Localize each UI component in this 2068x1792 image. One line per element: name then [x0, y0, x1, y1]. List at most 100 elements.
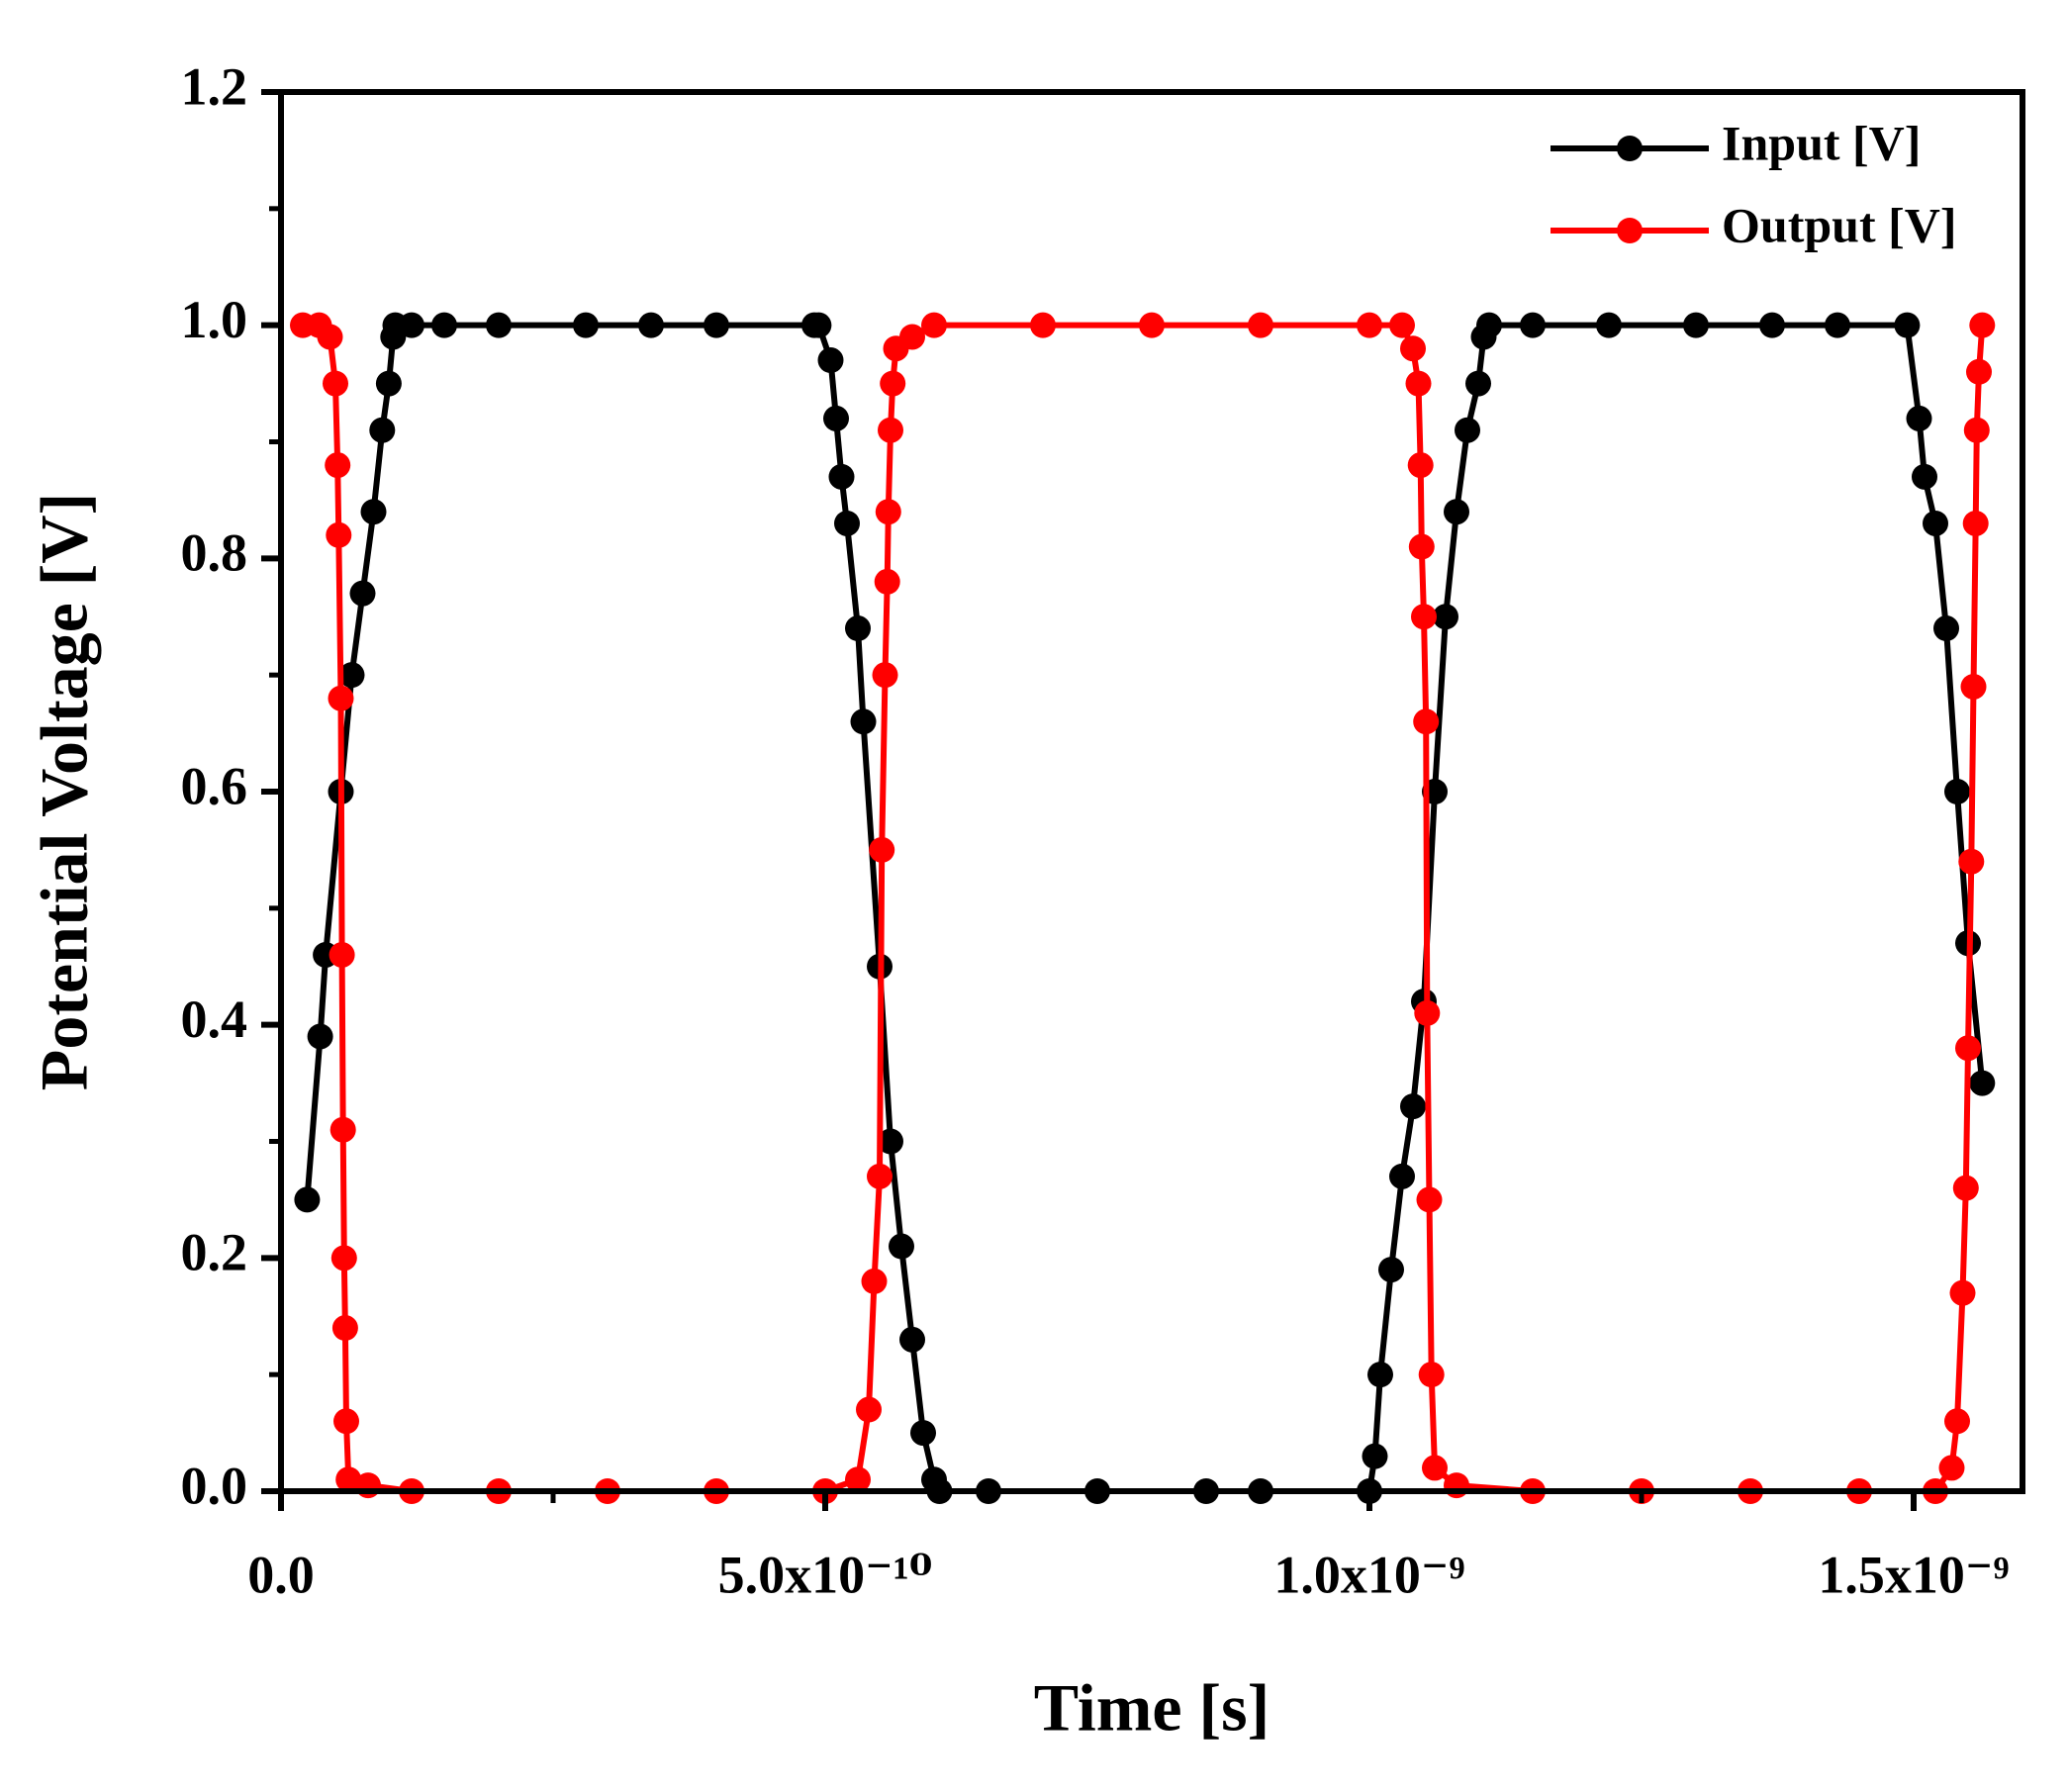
data-point [1433, 604, 1458, 630]
y-tick-label: 1.0 [181, 290, 248, 349]
data-point [1405, 370, 1432, 397]
legend-marker [1617, 136, 1643, 161]
data-point [1962, 510, 1989, 536]
data-point [1465, 370, 1491, 397]
data-point [889, 1233, 914, 1260]
legend-label: Input [V] [1722, 115, 1921, 170]
data-point [323, 370, 348, 397]
data-point [805, 312, 832, 338]
legend-label: Output [V] [1722, 197, 1957, 252]
data-point [1367, 1362, 1393, 1388]
data-point [1455, 417, 1480, 443]
data-point [856, 1396, 882, 1423]
data-point [874, 568, 900, 595]
x-tick-label: 1.0x10⁻⁹ [1273, 1545, 1464, 1604]
data-point [1422, 1455, 1448, 1481]
data-point [399, 312, 424, 338]
data-point [878, 417, 903, 443]
data-point [817, 347, 844, 374]
y-tick-label: 0.4 [181, 990, 248, 1049]
data-point [325, 452, 351, 479]
x-axis-label: Time [s] [1034, 1670, 1270, 1745]
data-point [845, 1466, 871, 1493]
data-point [431, 312, 457, 338]
data-point [1416, 1186, 1443, 1213]
data-point [910, 1420, 936, 1447]
data-point [326, 521, 352, 548]
data-point [872, 662, 898, 689]
data-point [638, 312, 664, 338]
data-point [1407, 452, 1434, 479]
data-point [1400, 1093, 1426, 1120]
data-point [1683, 312, 1709, 338]
series-line [304, 322, 1986, 1494]
data-point [1969, 1070, 1996, 1096]
data-point [1894, 312, 1921, 338]
data-point [331, 1315, 358, 1342]
data-point [355, 1472, 381, 1499]
data-point [1825, 312, 1850, 338]
y-tick-label: 0.0 [181, 1456, 248, 1515]
data-point [1411, 604, 1437, 630]
y-tick-label: 0.6 [181, 756, 248, 815]
data-point [1414, 999, 1441, 1026]
data-point [338, 662, 365, 689]
data-point [317, 324, 343, 350]
data-point [1912, 463, 1937, 490]
data-point [1933, 615, 1959, 642]
data-point [1400, 335, 1426, 362]
data-point [1958, 848, 1985, 875]
data-point [834, 510, 860, 536]
data-point [1357, 312, 1382, 338]
data-point [850, 708, 877, 735]
data-point [1418, 1362, 1445, 1388]
data-point [1952, 1175, 1979, 1201]
data-point [329, 1116, 356, 1143]
data-point [1938, 1455, 1965, 1481]
data-point [1408, 533, 1435, 560]
data-point [335, 1466, 362, 1493]
data-point [1955, 1035, 1981, 1062]
data-point [875, 499, 901, 525]
data-point [1923, 510, 1948, 536]
data-point [1963, 417, 1990, 443]
data-point [330, 1245, 357, 1272]
data-point [1944, 1408, 1970, 1435]
data-point [899, 324, 925, 350]
data-point [486, 312, 512, 338]
data-point [329, 941, 355, 968]
x-tick-label: 0.0 [247, 1545, 315, 1604]
y-tick-label: 0.2 [181, 1223, 248, 1282]
data-point [1906, 405, 1932, 431]
data-point [880, 370, 906, 397]
data-point [1960, 673, 1987, 700]
data-point [307, 1023, 333, 1050]
y-axis-label: Potential Voltage [V] [27, 493, 102, 1090]
data-point [375, 370, 402, 397]
data-point [1389, 1163, 1415, 1189]
y-tick-label: 1.2 [181, 56, 248, 116]
data-point [867, 1163, 893, 1189]
data-point [861, 1268, 888, 1294]
data-point [333, 1408, 359, 1435]
data-point [1389, 312, 1415, 338]
data-point [328, 685, 354, 711]
data-point [823, 405, 849, 431]
data-point [360, 499, 387, 525]
data-point [899, 1326, 925, 1353]
data-point [573, 312, 599, 338]
data-point [1966, 358, 1992, 385]
data-point [1378, 1257, 1404, 1283]
data-point [921, 312, 947, 338]
data-point [1248, 312, 1273, 338]
data-point [1949, 1279, 1976, 1306]
x-tick-label: 1.5x10⁻⁹ [1818, 1545, 2009, 1604]
data-point [1520, 312, 1546, 338]
data-point [349, 580, 376, 607]
data-point [1362, 1443, 1388, 1469]
series-line [303, 322, 1986, 1494]
data-point [869, 836, 895, 863]
data-point [1944, 779, 1970, 804]
data-point [1969, 312, 1996, 338]
